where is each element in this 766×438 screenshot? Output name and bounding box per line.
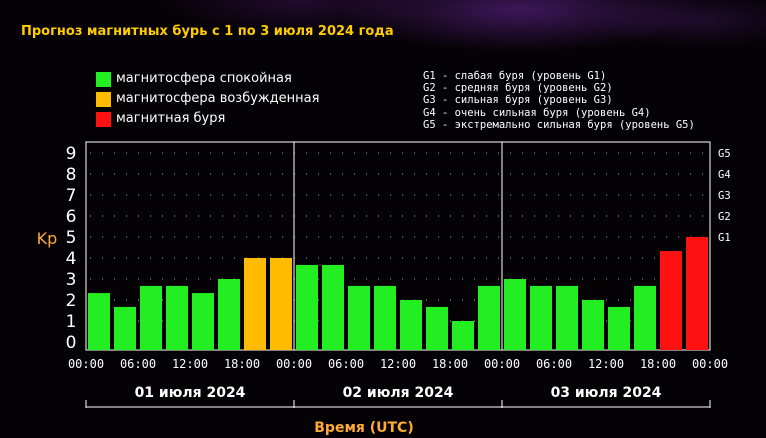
bar-9 <box>322 264 344 350</box>
time-tick-label-6: 12:00 <box>380 357 416 371</box>
bar-0 <box>88 293 110 350</box>
legend-swatch-calm <box>96 72 111 87</box>
bar-4 <box>192 293 214 350</box>
time-tick-label-7: 18:00 <box>432 357 468 371</box>
time-tick-label-4: 00:00 <box>276 357 312 371</box>
bar-11 <box>374 285 396 350</box>
time-tick-label-5: 06:00 <box>328 357 364 371</box>
time-tick-label-1: 06:00 <box>120 357 156 371</box>
bar-12 <box>400 300 422 350</box>
bar-18 <box>556 285 578 350</box>
bar-20 <box>608 306 630 350</box>
bar-23 <box>686 237 708 350</box>
chart-title: Прогноз магнитных бурь с 1 по 3 июля 202… <box>21 24 394 39</box>
day-label-1: 01 июля 2024 <box>135 385 246 401</box>
bar-15 <box>478 285 500 350</box>
y-tick-label-9: 9 <box>66 144 77 164</box>
bar-14 <box>452 321 474 350</box>
time-tick-label-12: 00:00 <box>692 357 728 371</box>
time-tick-label-8: 00:00 <box>484 357 520 371</box>
bar-19 <box>582 300 604 350</box>
plot-frame <box>85 141 711 351</box>
y-tick-label-7: 7 <box>66 186 77 206</box>
legend-label-calm: магнитосфера спокойная <box>116 71 292 86</box>
bar-5 <box>218 279 240 350</box>
bar-3 <box>166 285 188 350</box>
y-tick-label-0: 0 <box>66 333 77 353</box>
bar-6 <box>244 258 266 350</box>
g-tick-label-G4: G4 <box>718 169 731 181</box>
y-tick-label-5: 5 <box>66 228 77 248</box>
bar-7 <box>270 258 292 350</box>
legend-label-storm: магнитная буря <box>116 111 226 126</box>
time-tick-label-9: 06:00 <box>536 357 572 371</box>
bar-13 <box>426 306 448 350</box>
g-tick-label-G1: G1 <box>718 232 731 244</box>
legend-swatch-storm <box>96 112 111 127</box>
time-tick-label-11: 18:00 <box>640 357 676 371</box>
day-label-2: 02 июля 2024 <box>343 385 454 401</box>
y-axis-label: Kp <box>37 229 58 248</box>
legend-label-excited: магнитосфера возбужденная <box>116 91 320 106</box>
x-axis-label: Время (UTC) <box>314 420 413 436</box>
time-tick-label-2: 12:00 <box>172 357 208 371</box>
bar-2 <box>140 285 162 350</box>
g-tick-label-G2: G2 <box>718 211 731 223</box>
bar-17 <box>530 285 552 350</box>
bar-8 <box>296 264 318 350</box>
g-scale-legend: G1 - слабая буря (уровень G1) G2 - средн… <box>423 70 695 131</box>
g-legend-line-g1: G1 - слабая буря (уровень G1) <box>423 70 607 82</box>
y-tick-label-2: 2 <box>66 291 77 311</box>
time-tick-label-10: 12:00 <box>588 357 624 371</box>
y-tick-label-4: 4 <box>66 249 77 269</box>
y-tick-label-3: 3 <box>66 270 77 290</box>
g-tick-label-G5: G5 <box>718 148 731 160</box>
g-legend-line-g3: G3 - сильная буря (уровень G3) <box>423 94 613 107</box>
time-tick-label-0: 00:00 <box>68 357 104 371</box>
bar-22 <box>660 251 682 350</box>
bar-10 <box>348 285 370 350</box>
g-legend-line-g4: G4 - очень сильная буря (уровень G4) <box>423 106 651 119</box>
y-tick-label-6: 6 <box>66 207 77 227</box>
bar-1 <box>114 306 136 350</box>
g-legend-line-g2: G2 - средняя буря (уровень G2) <box>423 82 613 95</box>
y-tick-label-8: 8 <box>66 165 77 185</box>
g-tick-label-G3: G3 <box>718 190 731 202</box>
time-tick-label-3: 18:00 <box>224 357 260 371</box>
day-label-3: 03 июля 2024 <box>551 385 662 401</box>
g-legend-line-g5: G5 - экстремально сильная буря (уровень … <box>423 118 695 131</box>
bar-21 <box>634 285 656 350</box>
y-tick-label-1: 1 <box>66 312 77 332</box>
legend-swatch-excited <box>96 92 111 107</box>
bar-16 <box>504 279 526 350</box>
